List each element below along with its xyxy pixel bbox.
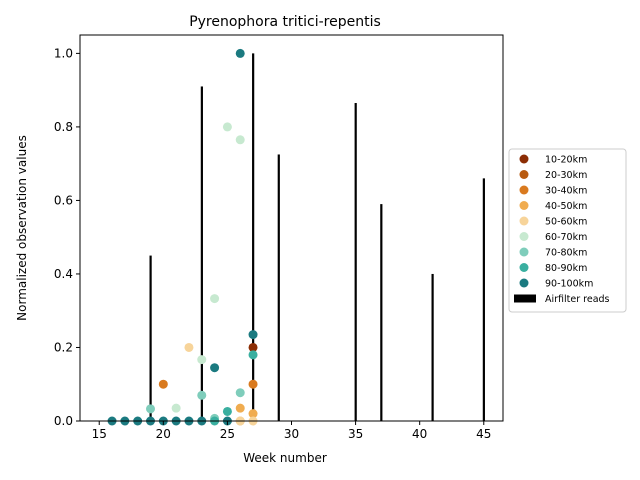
- legend-marker: [519, 216, 529, 226]
- x-axis-label: Week number: [243, 451, 327, 465]
- legend-label: 20-30km: [545, 170, 587, 181]
- x-axis: 15 20 25 30 35 40 45: [92, 421, 491, 441]
- y-tick-label: 0.8: [54, 120, 73, 134]
- y-tick-label: 1.0: [54, 46, 73, 60]
- scatter-point: [146, 404, 155, 414]
- scatter-point: [158, 379, 168, 389]
- scatter-point: [222, 122, 232, 132]
- airfilter-bar: [380, 204, 383, 421]
- airfilter-bar: [149, 255, 152, 421]
- legend-marker: [519, 263, 529, 272]
- airfilter-bar: [277, 154, 280, 421]
- legend-box: [508, 148, 627, 313]
- scatter-point: [210, 363, 220, 373]
- legend-marker: [519, 170, 529, 179]
- legend-label: 80-90km: [545, 263, 587, 274]
- scatter-point: [248, 342, 258, 352]
- legend-label: 40-50km: [545, 201, 587, 212]
- y-tick-label: 0.4: [54, 267, 73, 281]
- scatter-point: [235, 48, 245, 58]
- airfilter-bar: [200, 86, 203, 421]
- y-tick-label: 0.6: [54, 193, 73, 207]
- x-tick-label: 45: [476, 427, 491, 441]
- legend-marker: [519, 201, 529, 210]
- scatter-point: [197, 390, 207, 400]
- airfilter-bar: [354, 103, 357, 421]
- scatter-point: [210, 294, 220, 304]
- x-tick-label: 40: [412, 427, 427, 441]
- scatter-point: [197, 355, 207, 365]
- legend-label: 90-100km: [545, 279, 593, 290]
- legend-bar-marker: [514, 294, 536, 303]
- legend-marker: [519, 247, 529, 257]
- scatter-point: [248, 330, 258, 340]
- legend-label: 10-20km: [545, 155, 587, 166]
- scatter-point: [235, 388, 245, 398]
- y-tick-label: 0.2: [54, 340, 73, 354]
- legend-label: 70-80km: [545, 248, 587, 259]
- legend-label: 60-70km: [545, 232, 587, 243]
- scatter-point: [235, 403, 245, 413]
- scatter-point: [248, 379, 258, 389]
- scatter-point: [222, 406, 232, 416]
- chart-title: Pyrenophora tritici-repentis: [189, 14, 381, 30]
- legend-marker: [519, 232, 529, 241]
- x-tick-label: 35: [348, 427, 363, 441]
- scatter-point: [248, 409, 258, 419]
- airfilter-bar: [431, 273, 434, 421]
- airfilter-bar: [252, 53, 255, 421]
- legend-marker: [519, 185, 529, 195]
- y-axis: 0.0 0.2 0.4 0.6 0.8 1.0: [54, 46, 80, 428]
- legend: 10-20km 20-30km 30-40km 40-50km 50-60km 60-70…: [508, 148, 627, 313]
- y-tick-label: 0.0: [54, 414, 73, 428]
- x-tick-label: 25: [220, 427, 235, 441]
- plot-area: [79, 34, 504, 426]
- legend-label: 30-40km: [545, 186, 587, 197]
- legend-marker: [519, 278, 529, 288]
- x-tick-label: 15: [92, 427, 107, 441]
- legend-label: 50-60km: [545, 217, 587, 228]
- airfilter-bar: [482, 178, 485, 421]
- scatter-point: [248, 350, 258, 360]
- legend-label: Airfilter reads: [545, 294, 610, 305]
- scatter-point: [235, 135, 245, 145]
- y-axis-label: Normalized observation values: [15, 135, 29, 321]
- x-tick-label: 20: [156, 427, 171, 441]
- scatter-point: [171, 403, 181, 413]
- legend-marker: [519, 154, 529, 164]
- x-tick-label: 30: [284, 427, 299, 441]
- scatter-point: [184, 342, 194, 352]
